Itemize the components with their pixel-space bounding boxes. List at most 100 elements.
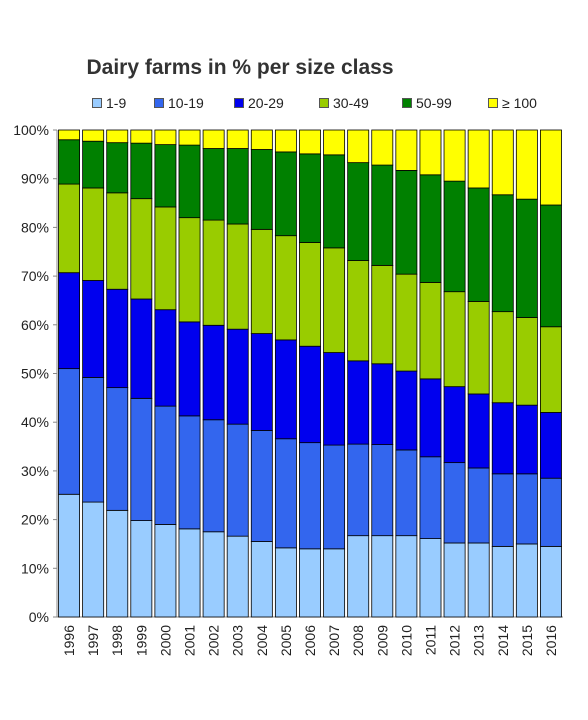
bar-segment xyxy=(515,543,538,618)
bar-segment xyxy=(106,192,129,290)
bar-segment xyxy=(274,339,297,440)
x-tick-label: 2011 xyxy=(422,625,438,655)
bar-segment xyxy=(58,368,80,495)
y-tick-label: 90% xyxy=(21,171,49,187)
bar-segment xyxy=(130,129,153,144)
legend-item: 20-29 xyxy=(234,95,284,111)
bar-segment xyxy=(58,129,80,141)
bar-segment xyxy=(395,170,418,275)
bar-segment xyxy=(540,477,562,547)
bar-segment xyxy=(467,542,490,618)
bar-segment xyxy=(82,129,105,142)
bar-segment xyxy=(250,149,273,230)
x-tick-label: 2013 xyxy=(471,625,487,656)
bar-segment xyxy=(515,404,538,475)
bar-segment xyxy=(299,242,321,347)
x-tick-label: 1997 xyxy=(85,625,101,656)
bar-segment xyxy=(347,360,370,445)
bar-segment xyxy=(130,198,153,300)
x-tick-label: 2007 xyxy=(326,625,342,656)
bar-segment xyxy=(419,456,442,539)
bar-segment xyxy=(274,129,297,153)
bar-segment xyxy=(419,282,442,380)
legend-label: 1-9 xyxy=(106,95,127,111)
x-tick-label: 2004 xyxy=(254,625,270,656)
bar-segment xyxy=(178,217,201,323)
legend-swatch xyxy=(402,98,412,108)
bar-segment xyxy=(395,129,418,171)
bar-segment xyxy=(274,235,297,341)
bar-segment xyxy=(250,541,273,618)
y-tick-label: 80% xyxy=(21,219,49,235)
bar-segment xyxy=(250,129,273,150)
legend-item: ≥ 100 xyxy=(488,95,537,111)
bar-segment xyxy=(130,142,153,200)
legend: 1-9 10-19 20-29 30-49 50-99 ≥ 100 xyxy=(92,95,552,115)
x-tick-label: 2015 xyxy=(519,625,535,656)
bar-segment xyxy=(178,528,201,618)
bar-segment xyxy=(491,129,514,196)
bar-segment xyxy=(323,247,346,353)
legend-item: 1-9 xyxy=(92,95,126,111)
y-tick-label: 40% xyxy=(21,414,49,430)
bar-segment xyxy=(154,129,177,146)
bar-segment xyxy=(178,129,201,146)
bar-segment xyxy=(226,535,249,618)
bar-segment xyxy=(419,538,442,618)
bar-segment xyxy=(443,180,466,293)
bar-segment xyxy=(515,129,538,200)
bar-segment xyxy=(419,129,442,176)
bar-segment xyxy=(347,129,370,164)
bar-segment xyxy=(467,187,490,302)
bar-segment xyxy=(395,370,418,451)
bar-segment xyxy=(371,129,394,166)
bar-segment xyxy=(82,280,105,378)
y-tick-label: 50% xyxy=(21,366,49,382)
bar-segment xyxy=(106,509,129,618)
bar-segment xyxy=(540,204,562,328)
bar-segment xyxy=(106,387,129,511)
bar-segment xyxy=(202,129,225,149)
bar-segment xyxy=(443,291,466,388)
y-tick-label: 10% xyxy=(21,560,49,576)
x-tick-label: 2000 xyxy=(157,625,173,656)
bar-segment xyxy=(371,363,394,446)
bar-segment xyxy=(323,352,346,446)
bar-segment xyxy=(154,524,177,618)
bar-segment xyxy=(323,154,346,249)
bar-segment xyxy=(226,223,249,330)
bar-segment xyxy=(82,140,105,189)
bar-segment xyxy=(58,183,80,274)
bar-segment xyxy=(274,151,297,237)
bar-segment xyxy=(347,162,370,261)
bar-segment xyxy=(250,430,273,542)
bar-segment xyxy=(467,129,490,189)
bar-segment xyxy=(274,547,297,618)
bar-segment xyxy=(540,326,562,413)
bar-segment xyxy=(371,164,394,266)
y-tick-label: 60% xyxy=(21,317,49,333)
bar-segment xyxy=(443,462,466,544)
legend-item: 50-99 xyxy=(402,95,452,111)
bar-segment xyxy=(347,260,370,362)
bar-segment xyxy=(154,405,177,525)
x-tick-label: 2014 xyxy=(495,625,511,656)
bar-segment xyxy=(178,321,201,417)
x-tick-label: 2008 xyxy=(350,625,366,656)
bar-segment xyxy=(154,206,177,311)
legend-label: 30-49 xyxy=(333,95,369,111)
bar-segment xyxy=(82,501,105,618)
bar-segment xyxy=(299,442,321,550)
y-tick-label: 30% xyxy=(21,463,49,479)
legend-item: 30-49 xyxy=(319,95,369,111)
bar-segment xyxy=(515,198,538,318)
bar-segment xyxy=(58,493,80,618)
x-tick-label: 1998 xyxy=(109,625,125,656)
bar-segment xyxy=(130,397,153,521)
bar-segment xyxy=(515,473,538,545)
x-tick-label: 2006 xyxy=(302,625,318,656)
x-tick-label: 1999 xyxy=(133,625,149,656)
bar-segment xyxy=(395,273,418,372)
bar-segment xyxy=(106,288,129,389)
y-tick-label: 70% xyxy=(21,268,49,284)
